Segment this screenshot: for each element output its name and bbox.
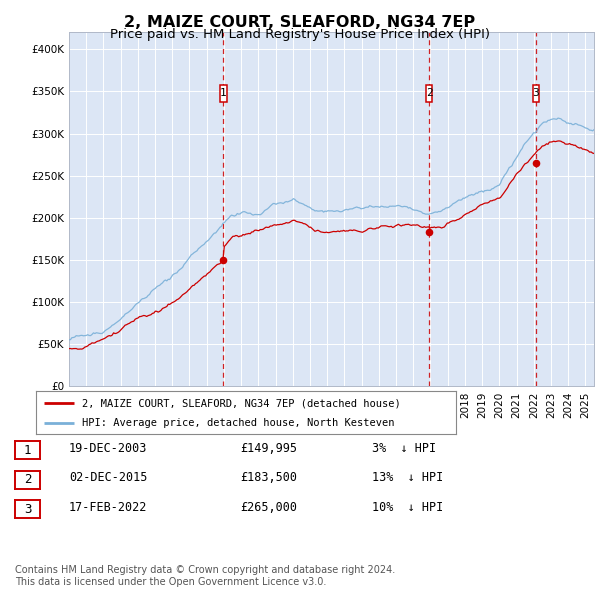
Text: £265,000: £265,000 xyxy=(240,501,297,514)
Text: 17-FEB-2022: 17-FEB-2022 xyxy=(69,501,148,514)
Text: 10%  ↓ HPI: 10% ↓ HPI xyxy=(372,501,443,514)
Text: Price paid vs. HM Land Registry's House Price Index (HPI): Price paid vs. HM Land Registry's House … xyxy=(110,28,490,41)
Bar xyxy=(220,85,227,101)
Point xyxy=(531,158,541,168)
Point xyxy=(424,227,434,237)
Text: 1: 1 xyxy=(24,444,31,457)
Text: 2: 2 xyxy=(426,88,433,98)
Text: 13%  ↓ HPI: 13% ↓ HPI xyxy=(372,471,443,484)
Text: 3: 3 xyxy=(24,503,31,516)
Text: 1: 1 xyxy=(220,88,227,98)
Text: £183,500: £183,500 xyxy=(240,471,297,484)
Text: 2, MAIZE COURT, SLEAFORD, NG34 7EP: 2, MAIZE COURT, SLEAFORD, NG34 7EP xyxy=(124,15,476,30)
Text: 2: 2 xyxy=(24,473,31,486)
Text: Contains HM Land Registry data © Crown copyright and database right 2024.
This d: Contains HM Land Registry data © Crown c… xyxy=(15,565,395,587)
Text: 2, MAIZE COURT, SLEAFORD, NG34 7EP (detached house): 2, MAIZE COURT, SLEAFORD, NG34 7EP (deta… xyxy=(82,398,401,408)
Bar xyxy=(426,85,433,101)
Bar xyxy=(533,85,539,101)
Text: £149,995: £149,995 xyxy=(240,442,297,455)
Text: 02-DEC-2015: 02-DEC-2015 xyxy=(69,471,148,484)
Text: 3: 3 xyxy=(532,88,539,98)
Text: 19-DEC-2003: 19-DEC-2003 xyxy=(69,442,148,455)
Text: 3%  ↓ HPI: 3% ↓ HPI xyxy=(372,442,436,455)
Text: HPI: Average price, detached house, North Kesteven: HPI: Average price, detached house, Nort… xyxy=(82,418,395,428)
Point xyxy=(218,255,228,265)
